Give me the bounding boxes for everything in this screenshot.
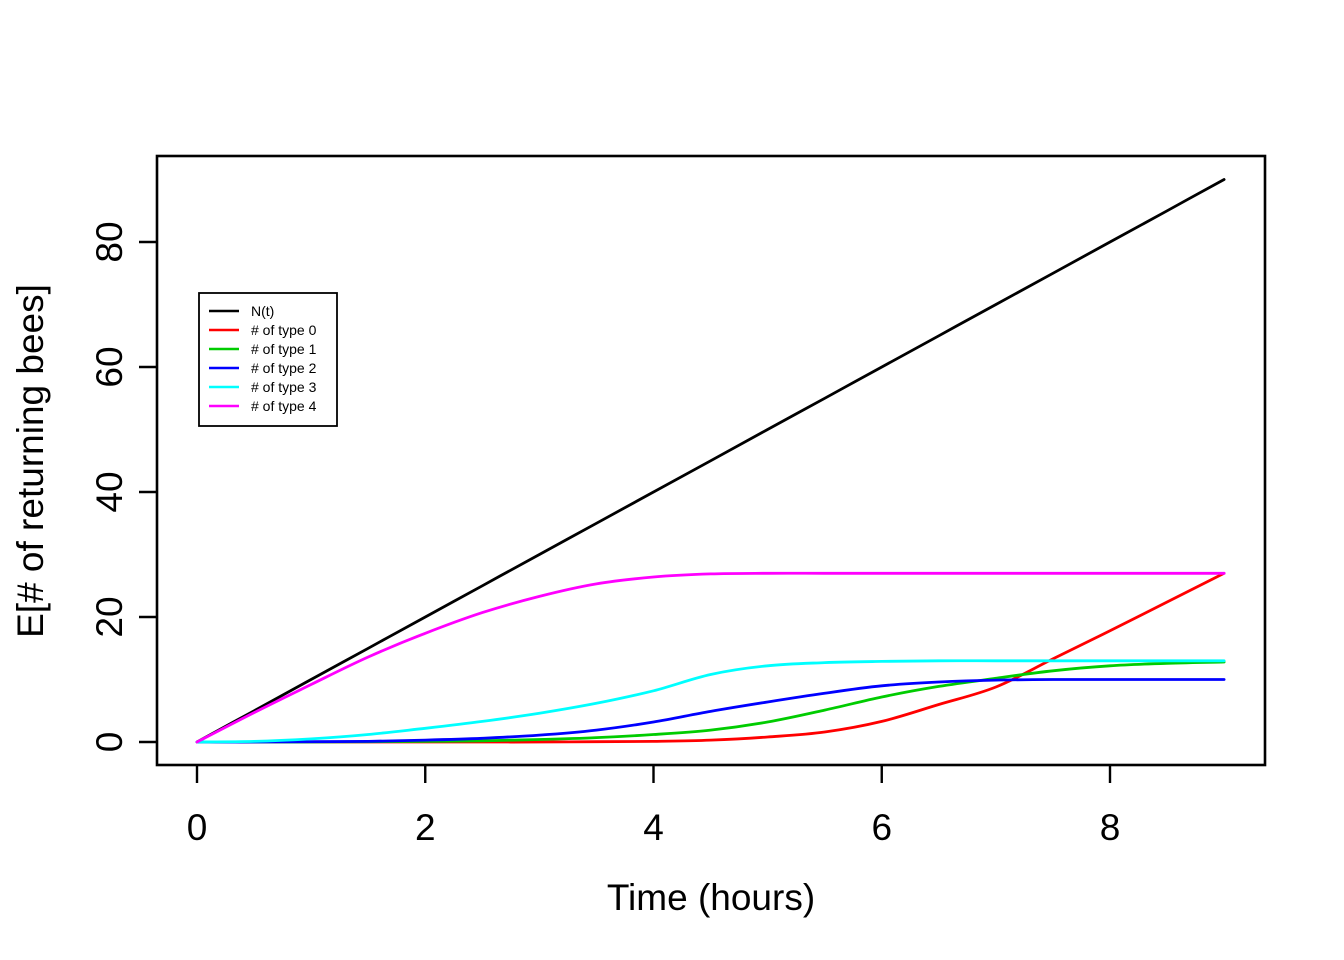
series-line--of-type-2 xyxy=(195,678,1226,744)
legend-item-label: # of type 3 xyxy=(251,379,317,395)
legend-item-label: # of type 1 xyxy=(251,341,317,357)
x-axis-tick-label: 6 xyxy=(871,807,892,848)
series-line-n-t- xyxy=(195,178,1226,744)
x-axis-tick-label: 8 xyxy=(1100,807,1121,848)
series-line--of-type-4 xyxy=(195,571,1226,744)
legend-item-label: # of type 0 xyxy=(251,322,317,338)
x-axis-tick-label: 2 xyxy=(415,807,436,848)
plot-border xyxy=(155,154,1267,767)
legend-item-label: # of type 2 xyxy=(251,360,317,376)
series-line--of-type-3 xyxy=(195,659,1226,744)
y-axis-tick-label: 80 xyxy=(89,221,130,262)
x-axis-tick-label: 4 xyxy=(643,807,664,848)
x-axis-label: Time (hours) xyxy=(606,877,816,918)
y-axis-tick-label: 0 xyxy=(89,732,130,753)
y-axis-tick-label: 60 xyxy=(89,346,130,387)
legend-item-label: # of type 4 xyxy=(251,398,317,414)
legend-box xyxy=(198,292,338,427)
y-axis-tick-label: 40 xyxy=(89,471,130,512)
legend-item-label: N(t) xyxy=(251,303,274,319)
y-axis-tick-label: 20 xyxy=(89,596,130,637)
x-axis-tick-label: 0 xyxy=(187,807,208,848)
y-axis-label: E[# of returning bees] xyxy=(10,284,51,638)
